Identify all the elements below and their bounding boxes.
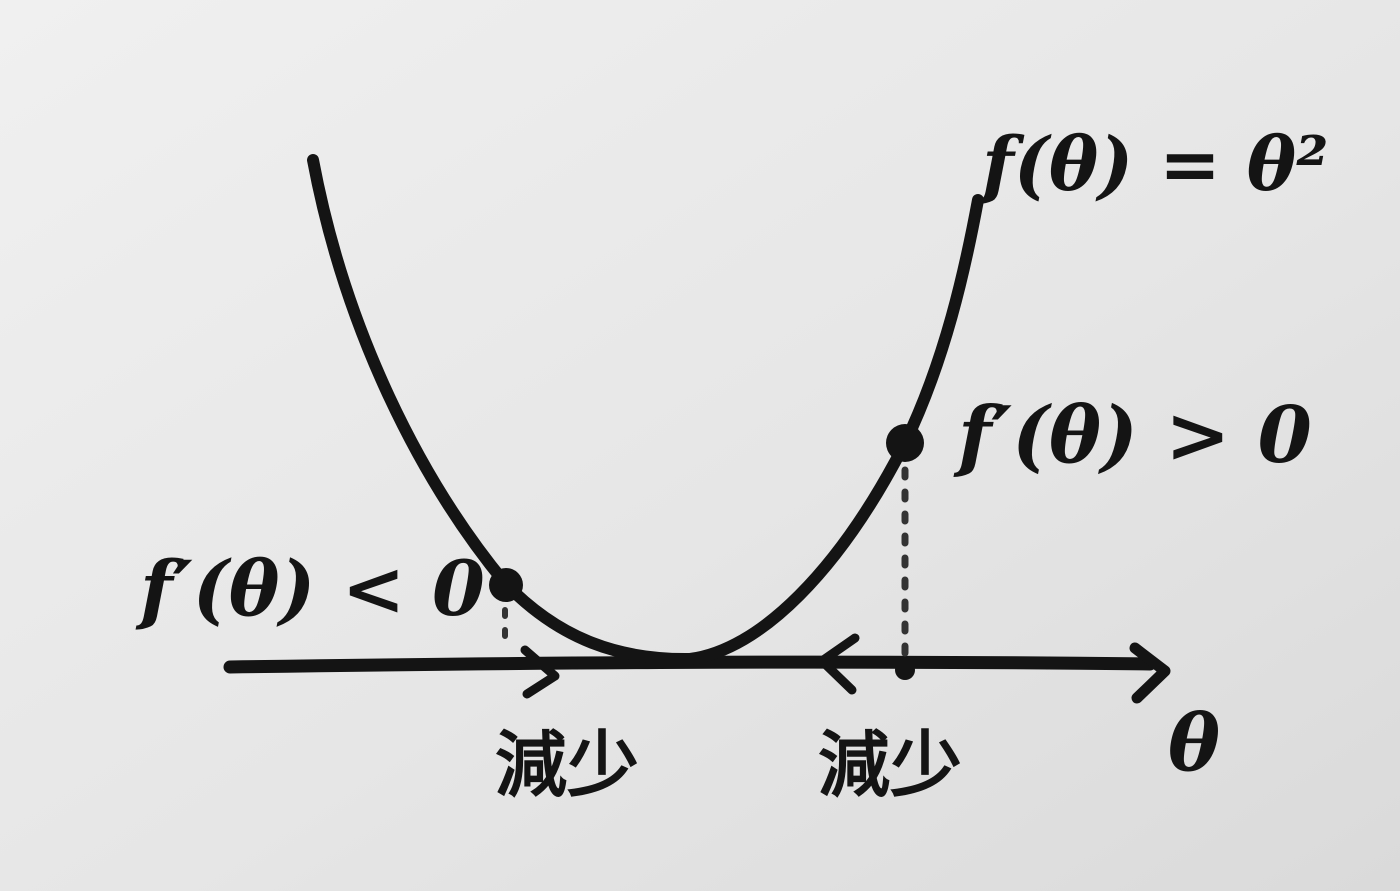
direction-label-right: 減少	[818, 722, 962, 807]
theta-axis-arrowhead	[1129, 642, 1171, 704]
point-positive-slope	[886, 424, 924, 462]
direction-label-left: 減少	[495, 722, 639, 807]
derivative-negative-label: f′(θ) < 0	[135, 544, 485, 633]
arrow-right-marker	[520, 645, 560, 699]
derivative-positive-label: f′(θ) > 0	[953, 390, 1312, 481]
point-negative-slope	[489, 568, 523, 602]
parabola-curve	[307, 154, 984, 666]
arrow-left-marker	[817, 633, 860, 695]
axis-theta-label: θ	[1168, 698, 1220, 789]
function-label: f(θ) = θ²	[977, 122, 1329, 208]
axis-foot-marker-right	[895, 660, 915, 680]
